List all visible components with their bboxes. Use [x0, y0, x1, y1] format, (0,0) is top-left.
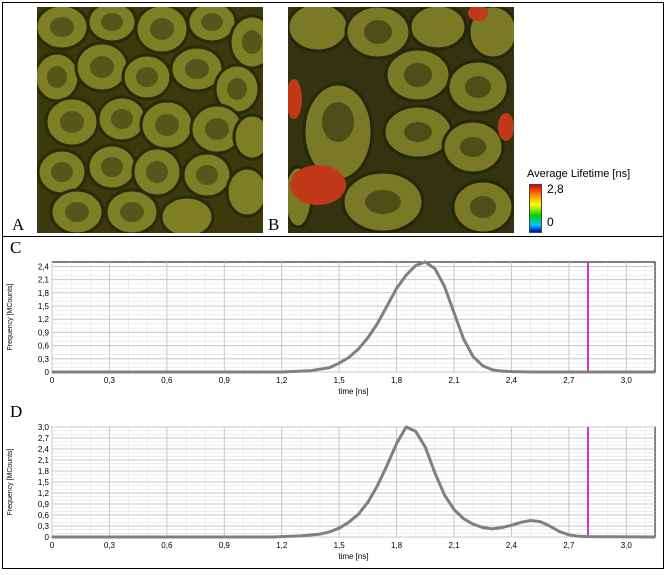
y-tick-label: 0,9 [38, 500, 50, 509]
figure-frame [2, 2, 664, 569]
y-tick-label: 1,2 [38, 489, 50, 498]
x-tick-label: 1,2 [276, 541, 288, 550]
y-axis-label: Frequency [MCounts] [7, 283, 14, 350]
y-axis-label: Frequency [MCounts] [7, 448, 14, 515]
y-tick-label: 0,6 [38, 511, 50, 520]
x-tick-label: 3,0 [621, 376, 633, 385]
y-tick-label: 1,5 [38, 302, 50, 311]
histogram-chart-d: 0 0,3 0,6 0,9 1,2 1,5 1,8 2,1 2,4 2,7 3,0 0 0,3 0,6 0,… [0, 402, 668, 570]
chart-c-svg: 0 0,3 0,6 0,9 1,2 1,5 1,8 2,1 2,4 2,7 3,0 0 0,3 0,6 0,… [7, 260, 656, 396]
x-tick-label: 2,1 [448, 541, 460, 550]
y-tick-label: 0,3 [38, 355, 50, 364]
panel-label-a: A [12, 215, 25, 234]
x-axis-label: time [ns] [338, 387, 368, 396]
y-tick-label: 1,8 [38, 289, 50, 298]
y-tick-label: 0 [45, 368, 50, 377]
chart-d-svg: 0 0,3 0,6 0,9 1,2 1,5 1,8 2,1 2,4 2,7 3,0 0 0,3 0,6 0,… [7, 423, 656, 561]
x-tick-label: 2,4 [506, 541, 518, 550]
y-tick-label: 2,7 [38, 434, 50, 443]
x-tick-label: 2,4 [506, 376, 518, 385]
x-tick-label: 1,8 [391, 376, 403, 385]
x-tick-label: 1,2 [276, 376, 288, 385]
x-tick-label: 0,9 [219, 376, 231, 385]
separator-line [2, 236, 664, 237]
x-tick-label: 1,8 [391, 541, 403, 550]
y-tick-label: 1,8 [38, 467, 50, 476]
x-tick-label: 0,9 [219, 541, 231, 550]
panel-label-c: C [10, 238, 22, 257]
x-tick-label: 1,5 [334, 376, 346, 385]
y-tick-label: 1,5 [38, 478, 50, 487]
x-tick-label: 1,5 [334, 541, 346, 550]
legend-min-value: 0 [547, 215, 554, 229]
x-tick-label: 2,7 [563, 541, 575, 550]
legend-title: Average Lifetime [ns] [527, 168, 631, 180]
y-tick-label: 1,2 [38, 315, 50, 324]
x-tick-label: 3,0 [621, 541, 633, 550]
microscopy-image-a [37, 7, 263, 233]
x-axis-label: time [ns] [338, 552, 368, 561]
lifetime-colorbar-legend: Average Lifetime [ns] 2,8 0 [527, 168, 662, 234]
x-tick-label: 0 [50, 541, 55, 550]
x-tick-label: 2,7 [563, 376, 575, 385]
y-tick-label: 0,6 [38, 342, 50, 351]
x-tick-label: 0,6 [161, 541, 173, 550]
y-tick-label: 2,4 [38, 445, 50, 454]
lifetime-histogram-curve [52, 260, 655, 374]
x-tick-label: 0 [50, 376, 55, 385]
y-tick-label: 0,9 [38, 328, 50, 337]
legend-max-value: 2,8 [547, 182, 564, 196]
colorbar-gradient [529, 184, 542, 233]
panel-label-d: D [10, 402, 23, 421]
y-tick-label: 2,1 [38, 456, 50, 465]
y-tick-label: 2,1 [38, 276, 50, 285]
y-tick-label: 0,3 [38, 522, 50, 531]
x-tick-label: 0,3 [104, 541, 116, 550]
y-tick-label: 3,0 [38, 423, 50, 432]
plot-area [51, 261, 656, 373]
microscopy-image-b [288, 7, 514, 233]
x-tick-label: 0,6 [161, 376, 173, 385]
x-tick-label: 0,3 [104, 376, 116, 385]
y-tick-label: 0 [45, 533, 50, 542]
panel-label-b: B [268, 215, 280, 234]
y-tick-label: 2,4 [38, 262, 50, 271]
lifetime-histogram-curve [52, 425, 656, 539]
histogram-chart-c: 0 0,3 0,6 0,9 1,2 1,5 1,8 2,1 2,4 2,7 3,0 0 0,3 0,6 0,… [0, 238, 668, 403]
x-tick-label: 2,1 [448, 376, 460, 385]
